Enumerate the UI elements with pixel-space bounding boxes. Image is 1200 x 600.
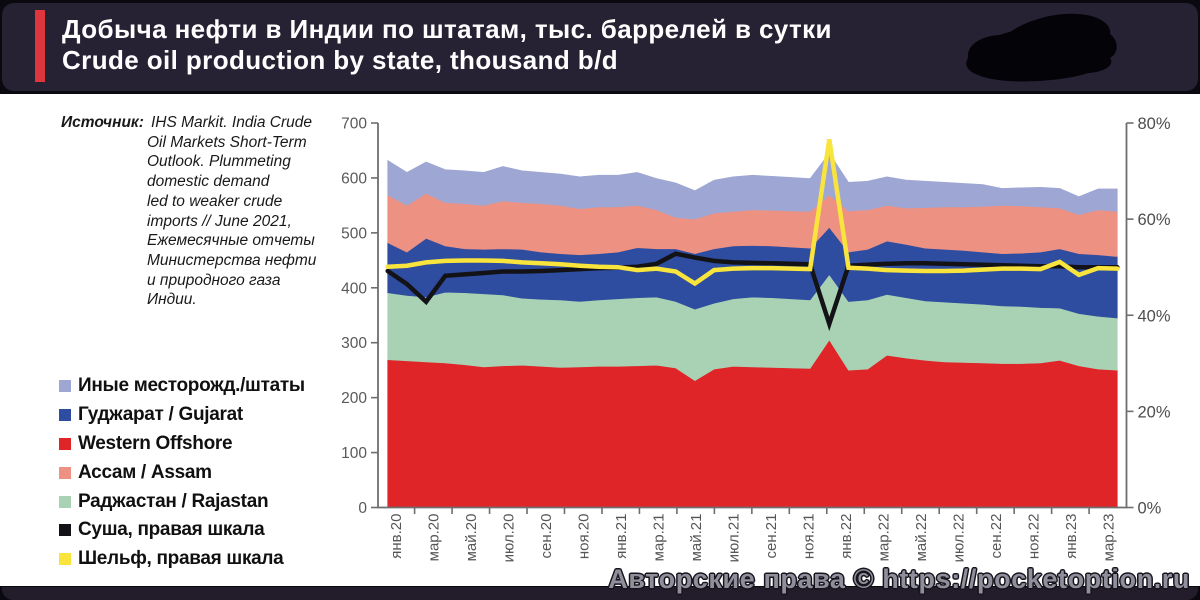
y-right-tick-label: 60% — [1138, 211, 1171, 229]
source-line: Министерства нефти — [147, 251, 317, 269]
source-note: Источник: IHS Markit. India Crude Oil Mark… — [61, 113, 331, 310]
copyright-watermark: Авторские права © https://pocketoption.r… — [608, 564, 1190, 594]
legend-item: Ассам / Assam — [59, 458, 305, 487]
legend-swatch-icon — [59, 495, 71, 508]
area-series — [387, 152, 1118, 220]
y-right-tick-label: 80% — [1138, 115, 1171, 133]
legend-item: Раджастан / Rajastan — [59, 487, 305, 516]
x-tick-label: мар.20 — [426, 514, 443, 562]
title-russian: Добыча нефти в Индии по штатам, тыс. бар… — [62, 14, 832, 44]
y-right-tick-label: 40% — [1138, 307, 1171, 325]
legend-swatch-icon — [59, 466, 71, 479]
x-tick-label: сен.20 — [538, 514, 555, 559]
header-accent-bar — [35, 10, 45, 82]
legend-item-label: Гуджарат / Gujarat — [78, 404, 243, 426]
source-line: imports // June 2021, — [147, 212, 292, 230]
x-tick-label: мар.22 — [876, 514, 893, 562]
x-tick-label: янв.21 — [613, 514, 630, 559]
x-tick-label: май.20 — [463, 514, 480, 562]
y-left-tick-label: 600 — [341, 170, 367, 187]
source-line: Ежемесячные отчеты — [147, 232, 315, 250]
x-tick-label: июл.22 — [951, 514, 968, 563]
legend-swatch-icon — [59, 553, 71, 566]
title-english: Crude oil production by state, thousand … — [62, 45, 618, 75]
y-left-tick-label: 200 — [341, 390, 367, 407]
source-line: и природного газа — [147, 271, 281, 289]
x-tick-label: янв.22 — [838, 514, 855, 559]
legend-item: Шельф, правая шкала — [59, 545, 305, 574]
legend-item-label: Раджастан / Rajastan — [78, 490, 269, 512]
legend-item: Western Offshore — [59, 430, 305, 459]
x-tick-label: июл.20 — [501, 514, 518, 563]
source-line: domestic demand — [147, 173, 270, 191]
source-line: Индии. — [147, 291, 197, 309]
x-tick-label: янв.20 — [388, 514, 405, 559]
x-tick-label: янв.23 — [1063, 514, 1080, 559]
x-tick-label: сен.21 — [763, 514, 780, 559]
legend-swatch-icon — [59, 380, 71, 393]
legend-swatch-icon — [59, 409, 71, 422]
scribble-stroke — [981, 25, 1104, 63]
x-tick-label: май.22 — [913, 514, 930, 562]
legend-item-label: Суша, правая шкала — [78, 519, 265, 541]
y-right-tick-label: 20% — [1138, 403, 1171, 421]
source-text: IHS Markit. India Crude — [150, 114, 313, 131]
y-left-tick-label: 400 — [341, 280, 367, 297]
x-tick-label: июл.21 — [726, 514, 743, 563]
footer-panel — [2, 586, 1198, 600]
line-series — [385, 251, 1120, 332]
x-tick-label: ноя.22 — [1026, 514, 1043, 560]
legend-item: Иные месторожд./штаты — [59, 372, 305, 401]
source-line: Источник: IHS Markit. India Crude — [61, 113, 331, 133]
source-line: led to weaker crude — [147, 192, 283, 210]
legend-item: Гуджарат / Gujarat — [59, 401, 305, 430]
y-left-tick-label: 0 — [358, 500, 367, 517]
line-series — [385, 138, 1120, 287]
x-tick-label: мар.21 — [651, 514, 668, 562]
legend-item-label: Шельф, правая шкала — [78, 548, 284, 570]
x-tick-label: ноя.21 — [801, 514, 818, 560]
x-tick-label: мар.23 — [1101, 514, 1118, 562]
legend-item-label: Western Offshore — [78, 432, 233, 454]
y-left-tick-label: 500 — [341, 225, 367, 242]
y-left-tick-label: 300 — [341, 335, 367, 352]
source-line: Oil Markets Short-Term — [147, 133, 307, 151]
legend-item: Суша, правая шкала — [59, 516, 305, 545]
legend-swatch-icon — [59, 524, 71, 537]
legend-swatch-icon — [59, 437, 71, 450]
x-tick-label: сен.22 — [988, 514, 1005, 559]
redacted-logo-scribble-icon — [966, 13, 1117, 82]
chart-legend: Иные месторожд./штаты Гуджарат / Gujarat W… — [59, 372, 305, 574]
x-tick-label: май.21 — [688, 514, 705, 562]
y-left-tick-label: 100 — [341, 445, 367, 462]
y-right-tick-label: 0% — [1138, 500, 1162, 518]
source-line: Outlook. Plummeting — [147, 153, 291, 171]
y-left-tick-label: 700 — [341, 116, 367, 133]
legend-item-label: Иные месторожд./штаты — [78, 375, 305, 397]
source-label: Источник: — [61, 114, 144, 131]
scribble-stroke — [1092, 29, 1112, 57]
x-tick-label: ноя.20 — [576, 514, 593, 560]
legend-item-label: Ассам / Assam — [78, 461, 212, 483]
page-title: Добыча нефти в Индии по штатам, тыс. бар… — [62, 14, 832, 76]
